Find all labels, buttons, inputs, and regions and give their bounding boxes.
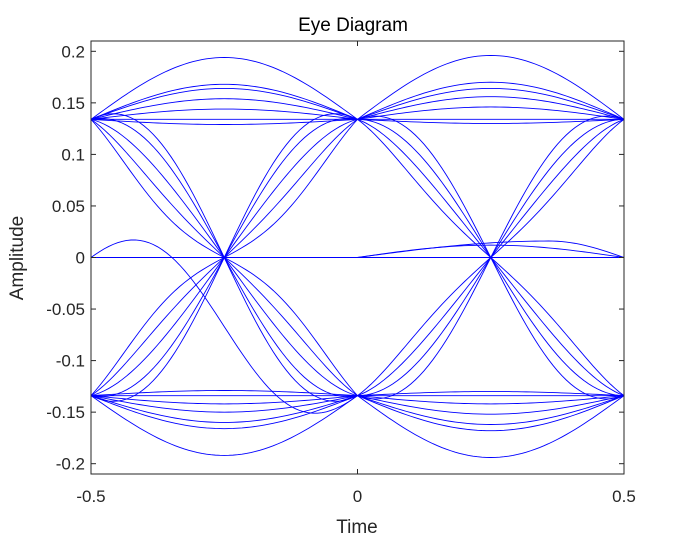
eye-trace-second-half [357,395,625,458]
eye-trace-second-half [357,395,625,432]
eye-trace-first-half [90,390,358,397]
eye-trace-second-half [357,106,625,120]
y-tick-label: -0.2 [56,455,85,474]
x-tick-label: 0.5 [612,487,636,506]
eye-trace-first-half [90,108,358,120]
eye-trace-first-half [90,395,358,423]
eye-trace-second-half [357,240,625,258]
y-tick-label: 0.15 [52,94,85,113]
eye-trace-second-half [357,96,625,120]
eye-trace-second-half [357,118,625,124]
eye-trace-second-half [357,87,625,120]
eye-trace-first-half [90,83,358,120]
x-axis-title: Time [336,517,378,538]
eye-trace-first-half [90,98,358,120]
eye-trace-second-half [357,391,625,397]
eye-trace-second-half [357,395,625,425]
eye-trace-first-half [90,57,358,120]
eye-trace-first-half [90,239,358,414]
y-tick-label: 0 [76,249,85,268]
y-tick-label: -0.15 [46,403,85,422]
y-axis-title: Amplitude [7,216,28,301]
y-tick-label: -0.05 [46,300,85,319]
x-tick-label: -0.5 [76,487,105,506]
eye-traces [90,54,625,458]
eye-trace-second-half [357,54,625,120]
y-tick-label: 0.05 [52,197,85,216]
eye-trace-second-half [357,81,625,120]
eye-trace-first-half [90,118,358,125]
x-tick-label: 0 [353,487,362,506]
eye-trace-second-half [357,395,625,415]
eye-trace-first-half [90,395,358,413]
y-tick-label: 0.1 [61,145,85,164]
y-tick-label: 0.2 [61,42,85,61]
eye-trace-first-half [90,395,358,456]
eye-trace-first-half [90,395,358,430]
y-tick-label: -0.1 [56,352,85,371]
y-axis-ticks: -0.2 -0.15 -0.1 -0.05 0 0.05 0.1 0.15 0.2 [46,42,624,474]
chart-title: Eye Diagram [298,15,408,36]
eye-trace-first-half [90,87,358,120]
x-axis-ticks: -0.5 0 0.5 [76,41,636,506]
eye-trace-first-half [90,395,358,405]
eye-trace-second-half [357,395,625,405]
